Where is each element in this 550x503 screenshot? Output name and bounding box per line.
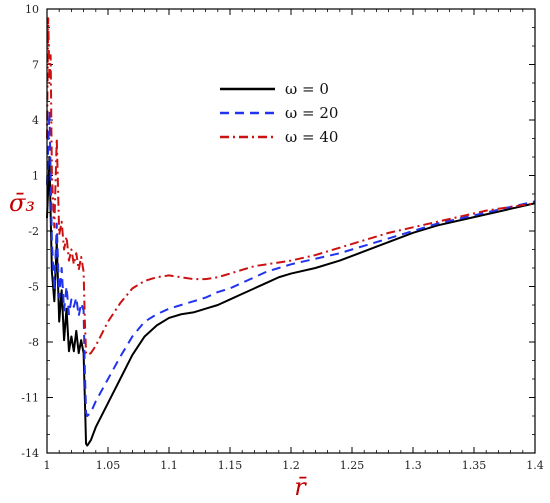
y-tick-label: 10 [25, 3, 39, 16]
series-layer [46, 17, 536, 447]
series-line-2 [46, 17, 536, 356]
x-tick-label: 1.25 [340, 459, 365, 472]
x-tick-label: 1.15 [218, 459, 243, 472]
plot-frame [46, 8, 536, 454]
y-tick-label: -14 [21, 447, 39, 460]
x-tick-label: 1.3 [404, 459, 422, 472]
x-tick-label: 1.2 [282, 459, 300, 472]
series-line-0 [46, 156, 536, 447]
legend: ω = 0 ω = 20 ω = 40 [220, 80, 338, 146]
y-tick-label: -2 [28, 225, 39, 238]
x-tick-labels: 1 1.05 1.1 1.15 1.2 1.25 1.3 1.35 1.4 [44, 459, 544, 472]
axis-ticks [46, 8, 536, 454]
legend-label-2: ω = 40 [285, 128, 338, 146]
x-axis-label: r̄ [294, 473, 307, 501]
y-tick-label: 4 [32, 114, 39, 127]
y-tick-label: -5 [28, 281, 39, 294]
y-tick-label: -11 [21, 392, 39, 405]
y-tick-labels: 10 7 4 1 -2 -5 -8 -11 -14 [21, 3, 39, 460]
y-axis-label: σ̄₃ [9, 189, 35, 217]
x-tick-label: 1.4 [526, 459, 544, 472]
x-tick-label: 1.1 [160, 459, 178, 472]
legend-label-1: ω = 20 [285, 104, 338, 122]
x-tick-label: 1.05 [96, 459, 121, 472]
x-tick-label: 1 [44, 459, 51, 472]
y-tick-label: -8 [28, 336, 39, 349]
y-tick-label: 7 [32, 59, 39, 72]
y-tick-label: 1 [32, 170, 39, 183]
legend-label-0: ω = 0 [285, 80, 329, 98]
x-tick-label: 1.35 [462, 459, 487, 472]
series-line-1 [46, 109, 536, 417]
